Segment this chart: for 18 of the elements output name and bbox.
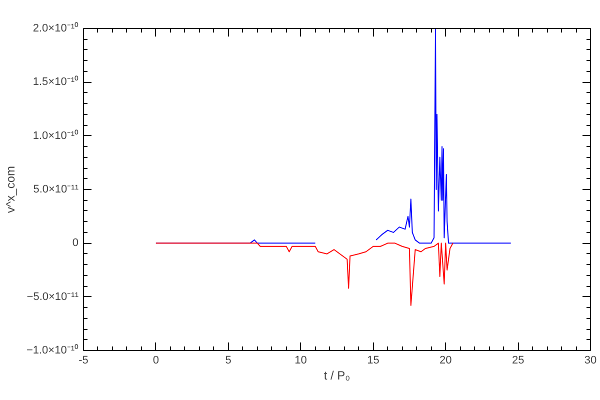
x-tick-label: 25 <box>512 354 524 366</box>
y-tick-label: −5.0×10⁻¹¹ <box>26 290 79 303</box>
y-tick-label: 0 <box>72 237 79 250</box>
y-tick-label: 1.0×10⁻¹⁰ <box>32 128 79 142</box>
y-axis-title: v^x_com <box>3 166 18 213</box>
x-tick-label: 20 <box>440 354 452 366</box>
y-tick-label: 2.0×10⁻¹⁰ <box>32 22 79 34</box>
x-tick-label: 10 <box>294 354 307 366</box>
x-tick-label: 15 <box>367 354 380 366</box>
x-tick-label: 5 <box>225 354 232 366</box>
x-axis-title: t / P₀ <box>324 368 350 382</box>
y-tick-label: 5.0×10⁻¹¹ <box>33 184 79 196</box>
y-tick-label: −1.0×10⁻¹⁰ <box>26 344 79 356</box>
line-series <box>155 242 454 306</box>
x-tick-label: 30 <box>584 354 597 366</box>
x-tick-label: -5 <box>78 354 88 366</box>
x-tick-label: 0 <box>152 354 159 366</box>
y-tick-label: 1.5×10⁻¹⁰ <box>32 75 79 88</box>
